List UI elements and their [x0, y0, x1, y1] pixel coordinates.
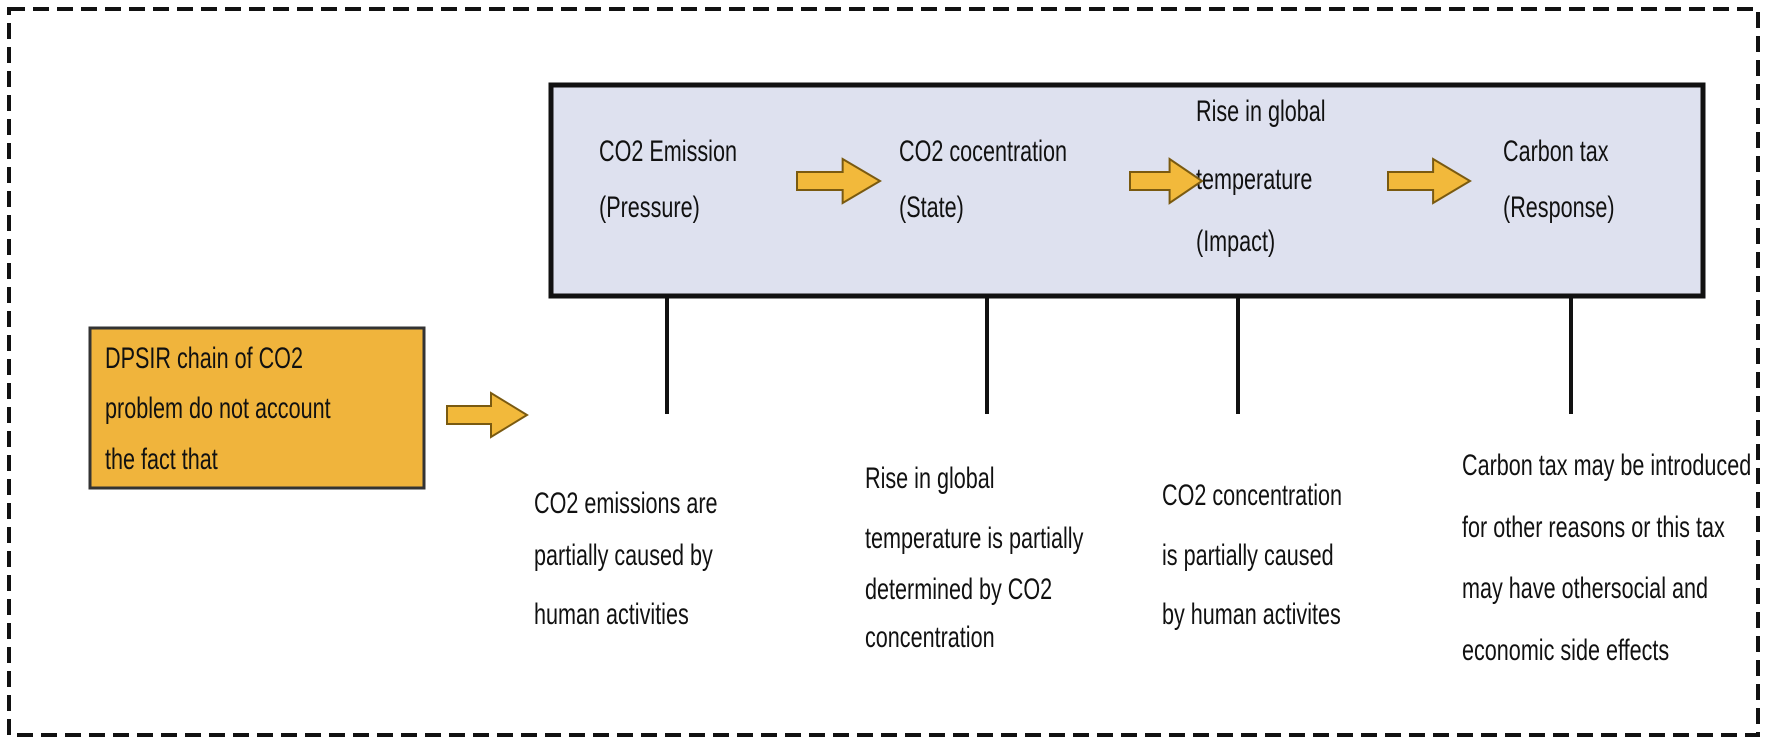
- note-text: human activities: [534, 596, 689, 630]
- note-text: by human activites: [1162, 596, 1341, 630]
- note-text: Carbon tax may be introduced: [1462, 447, 1751, 481]
- stage-text: (State): [899, 189, 964, 223]
- note-text: CO2 emissions are: [534, 485, 718, 519]
- stage-text: (Response): [1503, 189, 1615, 223]
- note-text: partially caused by: [534, 537, 714, 571]
- note-text: temperature is partially: [865, 520, 1084, 554]
- note-text: is partially caused: [1162, 537, 1334, 571]
- stage-text: (Pressure): [599, 189, 700, 223]
- note-text: determined by CO2: [865, 571, 1052, 605]
- arrow: [1387, 157, 1472, 205]
- side-box: [88, 326, 426, 490]
- side-box-text: DPSIR chain of CO2: [105, 340, 303, 374]
- stage-text: temperature: [1196, 161, 1312, 195]
- side-box-text: the fact that: [105, 441, 218, 475]
- stage-text: Carbon tax: [1503, 133, 1609, 167]
- stage-text: CO2 cocentration: [899, 133, 1067, 167]
- arrow: [796, 157, 882, 205]
- stage-text: Rise in global: [1196, 93, 1326, 127]
- note-text: Rise in global: [865, 460, 995, 494]
- stage-text: (Impact): [1196, 223, 1275, 257]
- note-text: concentration: [865, 619, 995, 653]
- arrow: [446, 391, 529, 439]
- chain-box: [548, 82, 1706, 299]
- arrow: [1129, 157, 1204, 205]
- note-text: may have othersocial and: [1462, 570, 1708, 604]
- note-text: CO2 concentration: [1162, 477, 1342, 511]
- side-box-text: problem do not account: [105, 390, 331, 424]
- note-text: for other reasons or this tax: [1462, 509, 1725, 543]
- stage-text: CO2 Emission: [599, 133, 737, 167]
- note-text: economic side effects: [1462, 632, 1669, 666]
